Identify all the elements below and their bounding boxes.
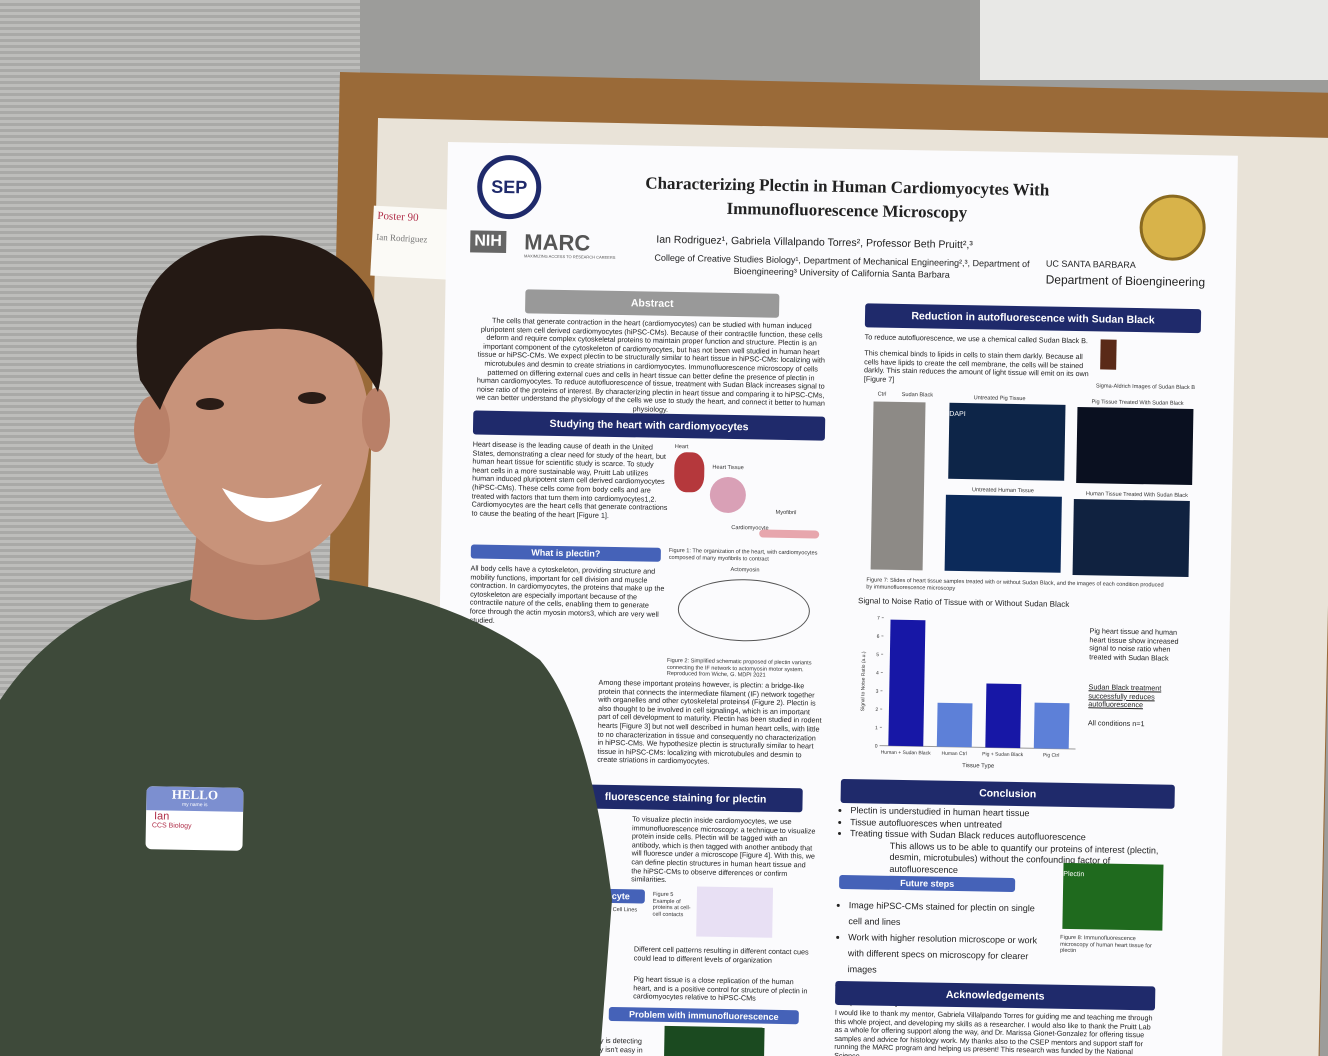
eye [298, 392, 326, 404]
hair [136, 235, 383, 410]
y-tick-label: 1 [875, 725, 878, 731]
ear [362, 388, 390, 452]
y-tick-label: 4 [876, 670, 879, 676]
window [980, 0, 1328, 80]
face [154, 295, 370, 565]
x-axis-label: Tissue Type [962, 763, 995, 770]
bar [985, 683, 1022, 749]
y-tick-label: 2 [875, 707, 878, 713]
y-tick-label: 7 [877, 616, 880, 622]
name-tag-subtitle: my name is [181, 801, 208, 809]
x-tick-label: Human + Sudan Black [881, 750, 931, 757]
y-axis-label: Signal to Noise Ratio (a.u.) [860, 651, 867, 711]
bar [888, 619, 926, 747]
ear [134, 396, 170, 464]
name-tag: HELLO my name is Ian CCS Biology [145, 786, 244, 851]
y-tick-label: 0 [875, 744, 878, 750]
y-tick-label: 5 [876, 652, 879, 658]
y-tick-label: 6 [877, 634, 880, 640]
name-tag-hello: HELLO [171, 786, 219, 803]
bar [1033, 702, 1070, 749]
chart-title: Signal to Noise Ratio of Tissue with or … [858, 596, 1070, 609]
name-tag-header: HELLO my name is [146, 786, 244, 812]
eye [196, 398, 224, 410]
smile [222, 484, 322, 522]
y-tick-label: 3 [876, 689, 879, 695]
bar-chart: Signal to Noise Ratio of Tissue with or … [858, 596, 1076, 770]
x-tick-label: Pig + Sudan Black [982, 751, 1024, 758]
shirt [0, 565, 612, 1056]
x-tick-label: Human Ctrl [941, 751, 966, 757]
x-tick-label: Pig Ctrl [1043, 752, 1060, 758]
name-tag-note: CCS Biology [151, 822, 192, 830]
poster: SEP NIH MARC MAXIMIZING ACCESS TO RESEAR… [431, 142, 1238, 1056]
bar [936, 702, 973, 748]
